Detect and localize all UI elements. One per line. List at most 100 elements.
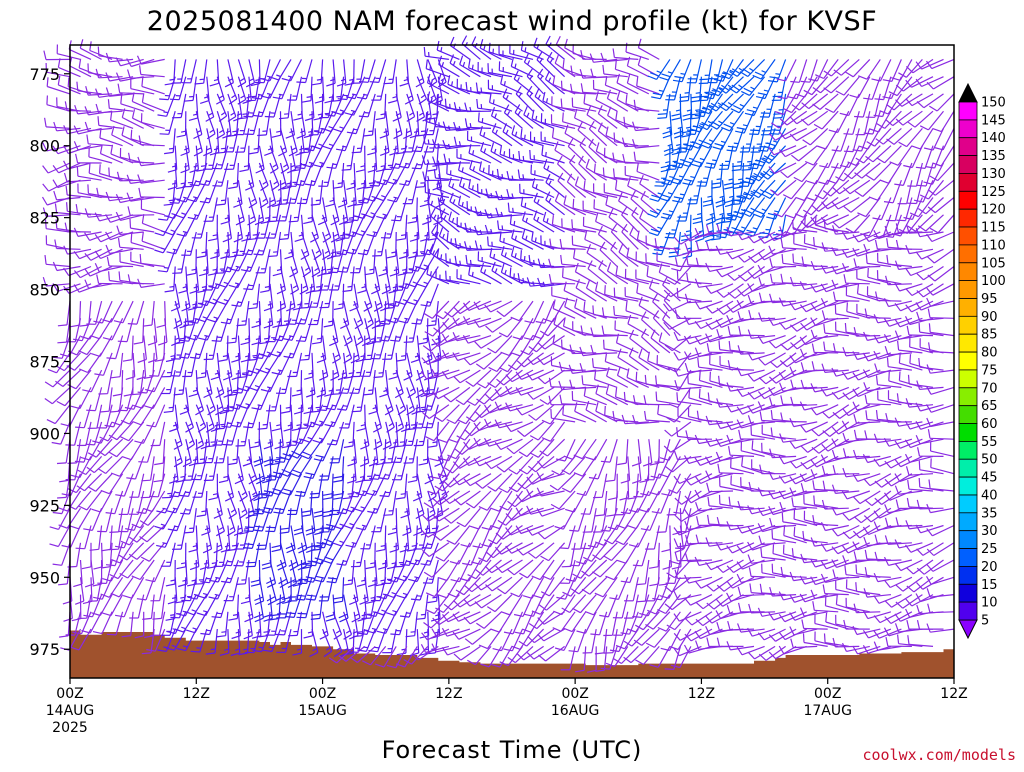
colorbar-label: 25 [981,542,998,557]
wind-barb [400,595,417,618]
wind-barb [759,293,785,302]
wind-barb [331,353,339,380]
colorbar-swatch [959,388,977,406]
wind-barb [584,387,606,405]
wind-barb [619,244,638,267]
wind-barb [187,180,207,201]
colorbar-swatch [959,102,977,120]
wind-barb [64,246,91,254]
wind-barb [371,267,379,294]
wind-barb [511,57,533,76]
wind-barb [46,235,70,249]
wind-barb [822,522,849,530]
wind-barb [120,148,143,163]
wind-barb [833,465,859,474]
x-tick-label: 17AUG [803,703,852,719]
wind-barb [865,309,891,319]
wind-barb [144,491,165,512]
wind-barb [138,157,165,166]
wind-barb [514,71,533,94]
wind-barb [479,491,502,510]
wind-barb [878,270,902,284]
wind-barb [637,162,659,180]
wind-barb [760,584,785,595]
wind-barb [57,97,81,111]
wind-barb [397,629,407,655]
wind-barb [327,146,344,169]
wind-barb [487,595,512,612]
wind-barb [765,128,786,149]
wind-barb [708,515,733,526]
wind-barb [831,146,849,169]
wind-barb [139,188,165,198]
wind-barb [310,474,323,498]
wind-barb [485,438,513,446]
wind-barb [822,364,849,373]
wind-barb [357,267,366,294]
wind-barb [783,180,807,199]
wind-barb [387,180,407,202]
wind-barb [314,491,323,517]
wind-barb [807,163,828,184]
wind-barb [813,515,838,525]
wind-barb [605,406,628,422]
wind-barb [538,370,565,384]
wind-barb [908,635,933,646]
wind-barb [365,249,376,274]
wind-barb [141,200,164,215]
wind-barb [706,538,733,547]
wind-barb [352,595,360,622]
wind-barb [584,217,607,232]
colorbar-label: 140 [981,131,1006,146]
wind-barb [263,595,272,622]
wind-barb [759,313,786,322]
wind-barb [624,117,649,129]
terrain-area [70,631,954,679]
wind-barb [687,273,712,284]
wind-barb [675,552,701,561]
wind-barb [287,560,296,587]
wind-barb [887,255,912,267]
wind-barb [190,146,199,173]
wind-barb [891,59,912,80]
wind-barb [400,526,409,553]
colorbar-swatch [959,138,977,156]
wind-barb [634,100,659,111]
wind-barb [218,336,228,362]
y-tick-label: 950 [29,568,60,587]
wind-barb [214,491,222,518]
wind-barb [404,353,412,380]
colorbar-label: 125 [981,185,1006,200]
wind-barb [606,456,618,481]
wind-barb [383,422,391,449]
wind-barb [606,646,628,666]
wind-barb [349,577,358,604]
wind-barb [467,201,491,215]
wind-barb [238,59,246,87]
wind-barb [836,615,860,629]
wind-barb [856,111,870,135]
wind-barb [212,163,228,186]
wind-barb [59,612,70,637]
x-tick-label: 12Z [688,686,715,702]
wind-barb [737,367,764,375]
wind-barb [134,422,154,443]
wind-barb [325,180,334,206]
wind-barb [200,180,217,203]
wind-barb [329,318,338,345]
wind-barb [599,595,617,617]
x-tick-label: 00Z [309,686,336,702]
wind-barbs [43,36,955,673]
colorbar-label: 30 [981,524,998,539]
wind-barb [858,59,880,79]
wind-barb [633,122,660,131]
colorbar-label: 110 [981,238,1006,253]
wind-barb [140,65,165,76]
wind-barb [523,577,544,598]
wind-barb [146,560,165,582]
wind-barb [616,266,638,284]
wind-barb [413,508,422,535]
wind-barb [739,603,765,612]
wind-barb [513,318,533,339]
